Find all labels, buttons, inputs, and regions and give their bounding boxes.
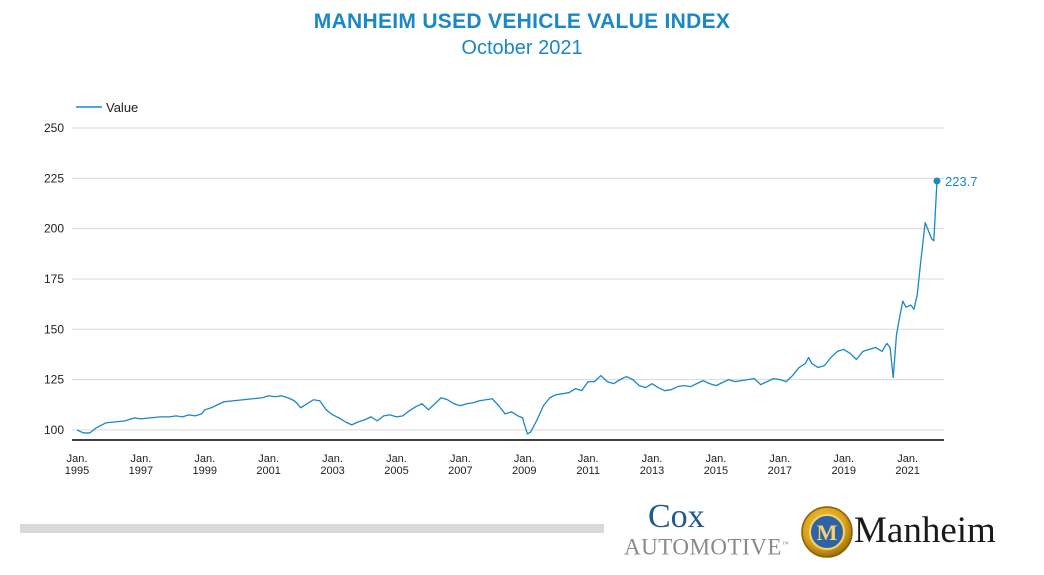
series-line-value: [76, 180, 938, 435]
x-tick-label-month: Jan.: [642, 453, 663, 465]
x-tick: Jan.1997: [129, 453, 153, 477]
x-tick-label-month: Jan.: [67, 453, 88, 465]
x-tick-label-month: Jan.: [833, 453, 854, 465]
x-tick-label-year: 2001: [256, 465, 280, 477]
y-tick-label: 250: [44, 121, 64, 135]
x-tick-label-year: 2009: [512, 465, 536, 477]
grid: [72, 127, 944, 441]
y-tick-label: 175: [44, 272, 64, 286]
y-axis: 100 125 150 175 200 225 250: [44, 121, 64, 437]
chart-subtitle: October 2021: [461, 37, 583, 59]
legend: Value: [76, 100, 138, 115]
x-tick-label-year: 2011: [576, 465, 600, 477]
x-tick-label-year: 2015: [704, 465, 728, 477]
legend-label: Value: [106, 100, 138, 115]
x-tick-label-year: 1997: [129, 465, 153, 477]
x-tick: Jan.2015: [704, 453, 728, 477]
footer-bar: [20, 524, 604, 533]
x-tick: Jan.2003: [320, 453, 344, 477]
manheim-emblem-icon: M: [801, 506, 853, 558]
x-tick: Jan.2001: [256, 453, 280, 477]
x-tick-label-year: 2017: [768, 465, 792, 477]
series-layer: 223.7: [76, 174, 978, 435]
x-tick-label-year: 2003: [320, 465, 344, 477]
x-tick: Jan.2021: [895, 453, 919, 477]
chart-title: MANHEIM USED VEHICLE VALUE INDEX: [313, 10, 731, 33]
manheim-wordmark: Manheim: [854, 510, 996, 551]
manheim-logo: M Manheim: [800, 503, 1040, 563]
manheim-emblem-letter: M: [817, 520, 838, 545]
x-tick-label-month: Jan.: [706, 453, 727, 465]
y-tick-label: 225: [44, 171, 64, 185]
cox-logo-word: Cox: [648, 498, 705, 535]
x-tick-label-month: Jan.: [769, 453, 790, 465]
x-tick: Jan.2017: [768, 453, 792, 477]
x-tick-label-month: Jan.: [130, 453, 151, 465]
x-tick-label-month: Jan.: [322, 453, 343, 465]
x-tick-label-month: Jan.: [258, 453, 279, 465]
x-tick-label-month: Jan.: [897, 453, 918, 465]
x-tick-label-year: 2005: [384, 465, 408, 477]
x-tick-label-year: 2007: [448, 465, 472, 477]
trademark-mark: ™: [781, 540, 790, 548]
last-value-label: 223.7: [945, 174, 978, 189]
x-tick-label-month: Jan.: [194, 453, 215, 465]
x-tick-label-month: Jan.: [578, 453, 599, 465]
cox-automotive-logo: Cox AUTOMOTIVE™: [622, 500, 792, 560]
cox-logo-subword: AUTOMOTIVE™: [624, 532, 789, 560]
x-tick: Jan.2009: [512, 453, 536, 477]
x-tick-label-year: 2013: [640, 465, 664, 477]
x-tick: Jan.2011: [576, 453, 600, 477]
x-axis: Jan.1995Jan.1997Jan.1999Jan.2001Jan.2003…: [65, 453, 920, 477]
x-tick-label-year: 2021: [895, 465, 919, 477]
x-tick: Jan.1999: [193, 453, 217, 477]
last-point-marker: [933, 177, 941, 185]
x-tick-label-month: Jan.: [514, 453, 535, 465]
x-tick-label-month: Jan.: [386, 453, 407, 465]
x-tick-label-year: 1999: [193, 465, 217, 477]
x-tick-label-month: Jan.: [450, 453, 471, 465]
y-tick-label: 125: [44, 373, 64, 387]
x-tick-label-year: 1995: [65, 465, 89, 477]
y-tick-label: 200: [44, 222, 64, 236]
x-tick: Jan.1995: [65, 453, 89, 477]
y-tick-label: 100: [44, 423, 64, 437]
x-tick: Jan.2013: [640, 453, 664, 477]
x-tick: Jan.2019: [831, 453, 855, 477]
cox-logo-automotive: AUTOMOTIVE: [624, 534, 782, 560]
x-tick: Jan.2005: [384, 453, 408, 477]
y-tick-label: 150: [44, 322, 64, 336]
x-tick: Jan.2007: [448, 453, 472, 477]
x-tick-label-year: 2019: [831, 465, 855, 477]
